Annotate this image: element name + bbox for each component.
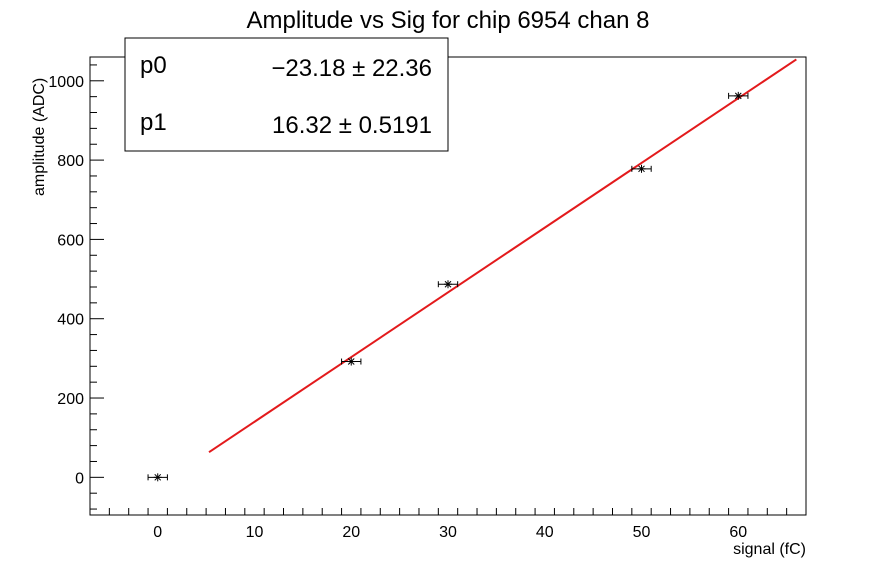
y-tick-label: 800 [57, 153, 84, 170]
y-tick-label: 200 [57, 391, 84, 408]
y-tick-label: 400 [57, 312, 84, 329]
y-tick-label: 600 [57, 232, 84, 249]
x-tick-label: 40 [536, 524, 554, 541]
x-axis: 0 10 20 30 40 50 60 [108, 508, 788, 541]
data-point [341, 357, 362, 366]
x-tick-label: 60 [729, 524, 747, 541]
y-tick-label: 1000 [48, 74, 84, 91]
y-axis: 0 200 400 600 800 1000 [48, 64, 104, 510]
x-axis-title: signal (fC) [733, 541, 806, 558]
stat-p1-name: p1 [140, 109, 167, 136]
data-points-group [147, 91, 749, 482]
x-tick-label: 10 [246, 524, 264, 541]
fit-stats-box: p0 −23.18 ± 22.36 p1 16.32 ± 0.5191 [124, 37, 449, 152]
x-tick-label: 30 [439, 524, 457, 541]
stat-p0-name: p0 [140, 52, 167, 79]
x-tick-label: 50 [633, 524, 651, 541]
y-tick-label: 0 [75, 470, 84, 487]
x-tick-label: 20 [342, 524, 360, 541]
stats-box-frame [124, 37, 449, 152]
chart-title: Amplitude vs Sig for chip 6954 chan 8 [247, 7, 650, 34]
data-point [147, 473, 168, 482]
data-point [728, 91, 749, 100]
data-point [631, 164, 652, 173]
stat-p0-value: −23.18 ± 22.36 [271, 55, 432, 82]
fit-line-group [208, 58, 797, 454]
data-point [437, 280, 459, 289]
x-tick-label: 0 [153, 524, 162, 541]
stat-p1-value: 16.32 ± 0.5191 [272, 112, 432, 139]
y-axis-title: amplitude (ADC) [31, 78, 48, 196]
fit-line [208, 58, 797, 454]
